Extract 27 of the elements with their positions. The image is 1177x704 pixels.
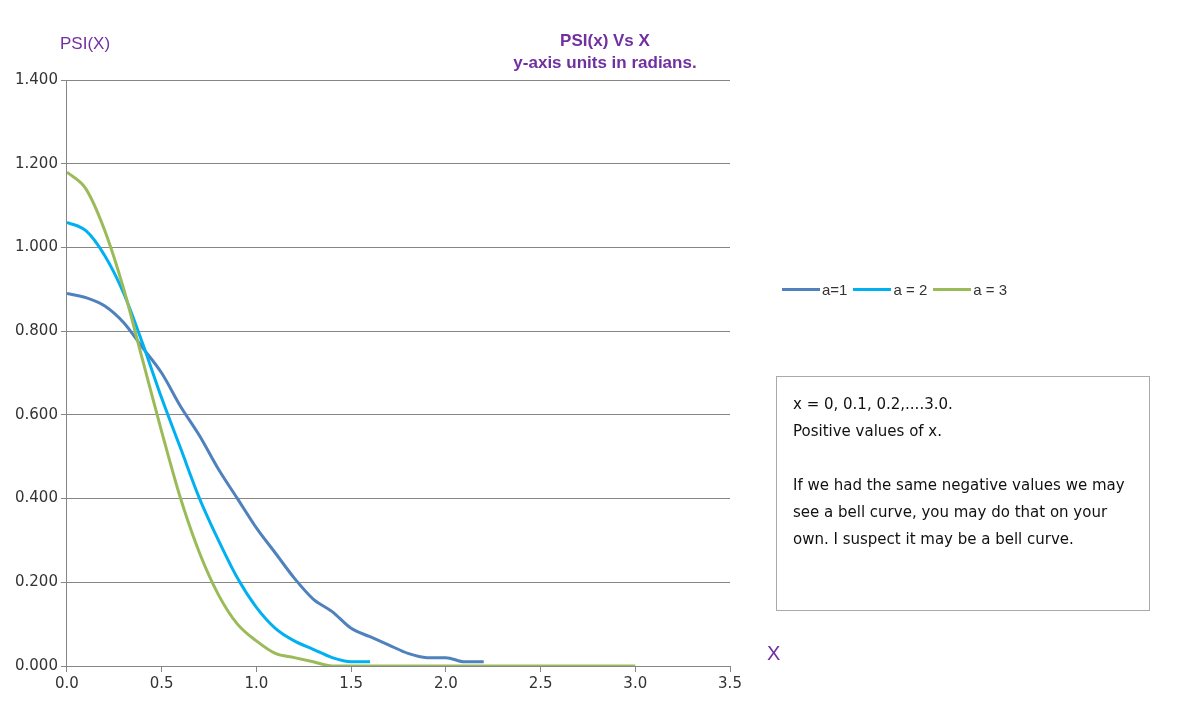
y-tick-label: 1.200 (14, 153, 58, 172)
y-tick-label: 0.600 (14, 404, 58, 423)
x-axis-title: X (767, 642, 781, 665)
legend-label: a = 3 (973, 281, 1008, 298)
line-series (66, 170, 637, 666)
x-tick-label: 2.0 (433, 673, 458, 692)
y-tick-label: 1.400 (14, 69, 58, 88)
line-series (66, 291, 486, 664)
y-axis-title: PSI(X) (60, 34, 111, 54)
x-tick-label: 1.5 (339, 673, 364, 692)
line-series (66, 220, 372, 664)
chart-title: PSI(x) Vs X (560, 31, 650, 50)
x-tick-label: 1.0 (244, 673, 269, 692)
y-tick-label: 0.400 (14, 488, 58, 507)
x-tick-label: 2.5 (528, 673, 553, 692)
y-tick-label: 0.800 (14, 321, 58, 340)
y-tick-label: 0.000 (14, 655, 58, 674)
y-tick-label: 1.000 (14, 237, 58, 256)
chart-subtitle: y-axis units in radians. (513, 53, 697, 72)
legend-label: a=1 (822, 281, 848, 298)
text: x = 0, 0.1, 0.2,....3.0. Positive values of x. If we had the same negative values we may see a bell curve, you may do that on your own. I suspect it may be a bell curve. (793, 395, 1125, 548)
x-tick-label: 3.5 (718, 673, 742, 692)
x-tick-label: 3.0 (623, 673, 648, 692)
legend-label: a = 2 (893, 281, 928, 298)
x-tick-label: 0.0 (55, 673, 79, 692)
y-tick-label: 0.200 (14, 572, 58, 591)
x-tick-label: 0.5 (149, 673, 174, 692)
